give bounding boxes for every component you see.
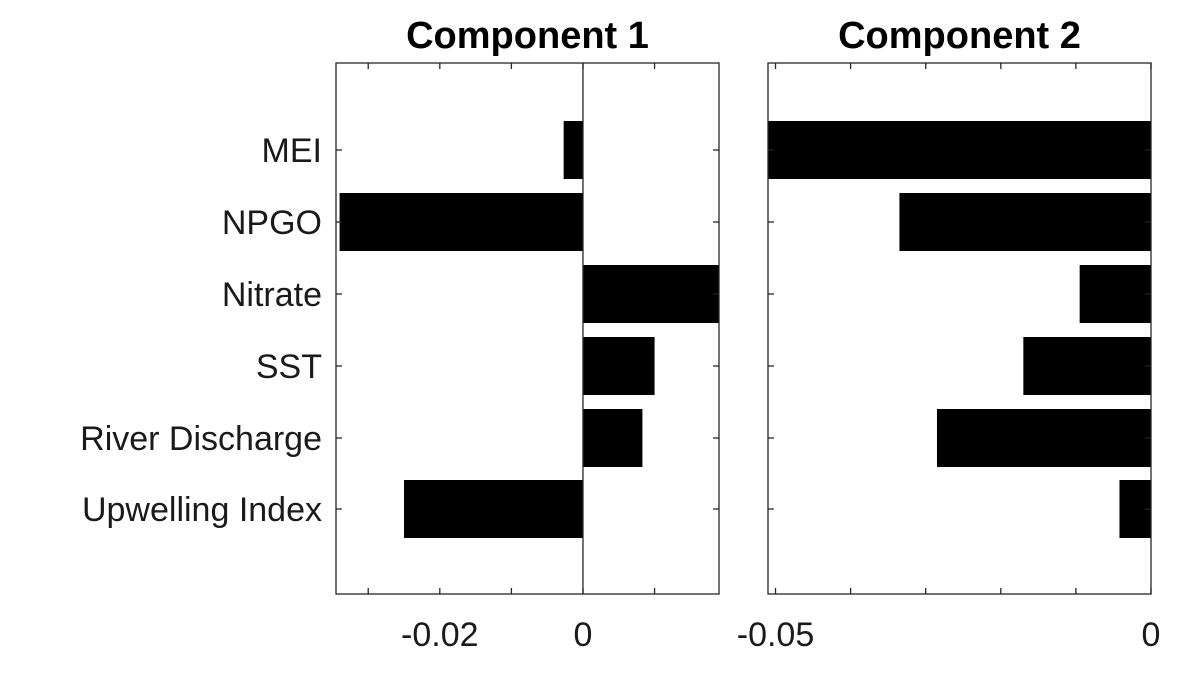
bar-nitrate — [582, 265, 719, 323]
bar-nitrate — [1079, 265, 1151, 323]
bar-mei — [768, 121, 1151, 179]
category-label: Upwelling Index — [82, 491, 322, 529]
bar-river-discharge — [582, 409, 643, 467]
category-label: SST — [256, 348, 322, 386]
axes-frame — [767, 62, 1152, 595]
bar-river-discharge — [936, 409, 1151, 467]
axes-frame — [335, 62, 720, 595]
x-tick-label: -0.05 — [737, 616, 815, 654]
x-tick-label: -0.02 — [401, 616, 479, 654]
category-label: Nitrate — [222, 276, 322, 314]
chart-title: Component 2 — [838, 15, 1081, 57]
bar-npgo — [339, 193, 583, 251]
bar-mei — [563, 121, 583, 179]
category-label: MEI — [262, 132, 322, 170]
bar-sst — [582, 337, 655, 395]
bar-sst — [1023, 337, 1151, 395]
component-1-panel: Component 1 -0.02 0 MEI NPGO Nitrate SST River … — [80, 15, 720, 654]
bar-npgo — [899, 193, 1151, 251]
category-label: NPGO — [222, 204, 322, 242]
x-tick-label: 0 — [574, 616, 593, 654]
chart-title: Component 1 — [406, 15, 649, 57]
x-tick-label: 0 — [1142, 616, 1161, 654]
bar-upwelling-index — [404, 480, 583, 538]
component-2-panel: Component 2 -0.05 0 — [737, 15, 1161, 654]
category-label: River Discharge — [80, 420, 322, 458]
